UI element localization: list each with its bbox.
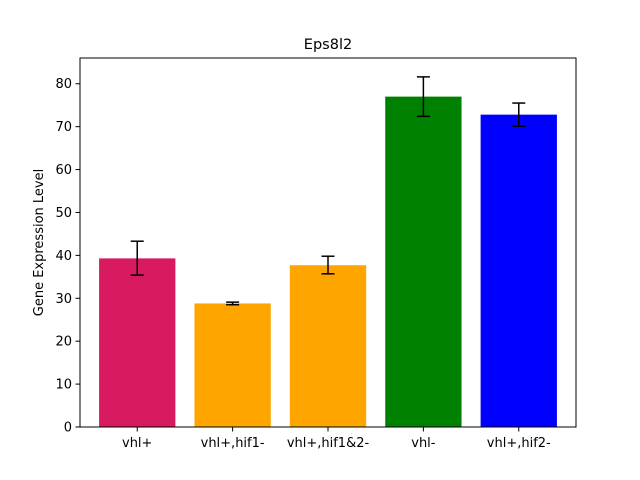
y-tick-label: 50 [55,206,72,221]
bars-layer [99,96,557,428]
bar [99,258,176,427]
x-tick-label: vhl- [411,436,436,451]
bar [289,265,367,427]
x-tick-label: vhl+,hif1- [201,436,265,451]
y-tick-label: 80 [55,77,72,92]
bar [194,303,271,427]
y-tick-label: 40 [55,249,72,264]
x-tick-label: vhl+,hif2- [487,436,551,451]
y-axis: 0 10 20 30 40 50 60 70 80 [55,77,80,436]
bar [385,96,462,428]
x-tick-label: vhl+ [122,436,152,451]
x-tick-label: vhl+,hif1&2- [287,436,370,451]
y-tick-label: 60 [55,163,72,178]
y-tick-label: 30 [55,292,72,307]
bar [480,114,557,427]
plot-frame [79,57,577,428]
y-tick-label: 0 [64,421,72,436]
x-axis: vhl+ vhl+,hif1- vhl+,hif1&2- vhl-vhl+,hif2- [122,427,551,451]
y-tick-label: 10 [55,378,72,393]
chart-title: Eps8l2 [304,37,352,53]
y-tick-label: 20 [55,335,72,350]
y-axis-label: Gene Expression Level [32,169,47,316]
error-bars-layer [130,76,526,306]
y-tick-label: 70 [55,120,72,135]
